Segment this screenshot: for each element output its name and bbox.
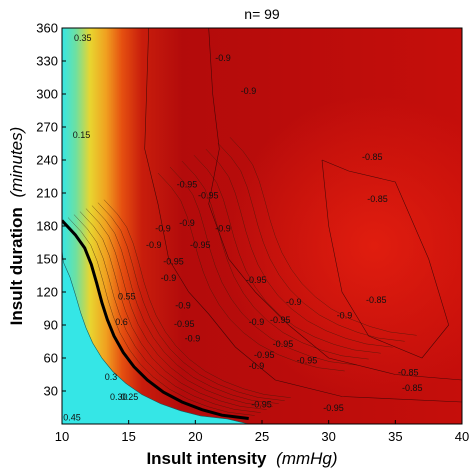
y-tick-label: 90 — [44, 318, 58, 333]
contour-label: 0.15 — [73, 130, 91, 140]
contour-label: -0.95 — [177, 180, 198, 190]
x-tick-label: 20 — [188, 429, 202, 444]
y-axis-ticks: 30 60 90 120 150 180 210 240 270 300 330 360 — [36, 21, 66, 399]
contour-label: -0.9 — [337, 310, 353, 320]
y-axis-label: Insult duration (minutes) — [7, 127, 26, 326]
contour-line — [85, 208, 273, 407]
x-axis-label: Insult intensity (mmHg) — [146, 449, 337, 468]
contour-label: -0.9 — [146, 240, 162, 250]
contour-line — [229, 137, 417, 336]
y-tick-label: 270 — [36, 120, 58, 135]
contour-label: -0.95 — [198, 191, 219, 201]
contour-label: -0.85 — [366, 295, 387, 305]
contour-label: -0.95 — [273, 339, 294, 349]
contour-label: -0.85 — [362, 152, 383, 162]
contour-label: -0.95 — [323, 403, 344, 413]
contour-labels: 0.450.350.150.30.300.250.550.6-0.9-0.9-0… — [63, 33, 422, 423]
contour-label: -0.95 — [251, 400, 272, 410]
y-tick-label: 210 — [36, 186, 58, 201]
chart-title: n= 99 — [244, 6, 280, 22]
contour-label: -0.9 — [175, 301, 191, 311]
contour-line — [97, 202, 285, 401]
y-tick-label: 180 — [36, 219, 58, 234]
contour-line — [103, 199, 291, 398]
low-value-region — [62, 236, 249, 424]
plot-area: 0.450.350.150.30.300.250.550.6-0.9-0.9-0… — [61, 27, 463, 425]
contour-label: -0.9 — [215, 53, 231, 63]
contour-label: -0.85 — [398, 368, 419, 378]
contour-line — [205, 149, 393, 348]
x-axis-label-unit: (mmHg) — [276, 449, 337, 468]
contour-line — [157, 172, 345, 372]
x-tick-label: 40 — [455, 429, 469, 444]
contour-label: -0.85 — [402, 383, 423, 393]
contour-label: 0.45 — [63, 413, 81, 423]
contour-label: -0.85 — [367, 194, 388, 204]
contour-label: -0.9 — [179, 218, 195, 228]
contour-label: 0.3 — [105, 372, 118, 382]
contour-line — [67, 217, 255, 416]
contour-line — [91, 205, 279, 404]
contour-line — [217, 143, 405, 342]
contour-label: 0.55 — [118, 292, 136, 302]
y-axis-label-main: Insult duration — [7, 207, 26, 325]
x-axis-ticks: 10 15 20 25 30 35 40 — [55, 420, 469, 444]
contour-label: -0.9 — [286, 297, 302, 307]
contour-line — [321, 159, 450, 359]
x-tick-label: 25 — [255, 429, 269, 444]
contour-label: -0.9 — [185, 334, 201, 344]
contour-line — [193, 155, 381, 354]
contour-label: -0.95 — [270, 315, 291, 325]
contour-label: 0.30 — [110, 392, 128, 402]
x-axis-label-main: Insult intensity — [146, 449, 267, 468]
y-axis-label-unit: (minutes) — [7, 127, 26, 198]
x-tick-label: 35 — [388, 429, 402, 444]
threshold-curve — [62, 219, 249, 420]
contour-lines — [67, 28, 462, 416]
contour-label: -0.95 — [190, 240, 211, 250]
y-tick-label: 300 — [36, 87, 58, 102]
contour-label: -0.9 — [161, 273, 177, 283]
contour-label: -0.9 — [241, 86, 257, 96]
contour-line — [169, 166, 357, 366]
contour-label: -0.95 — [254, 350, 275, 360]
x-tick-label: 15 — [121, 429, 135, 444]
contour-label: -0.95 — [297, 356, 318, 366]
contour-label: -0.95 — [246, 275, 267, 285]
y-tick-label: 150 — [36, 252, 58, 267]
contour-line — [144, 28, 462, 403]
y-tick-label: 240 — [36, 153, 58, 168]
contour-label: -0.9 — [155, 224, 171, 234]
x-tick-label: 10 — [55, 429, 69, 444]
y-tick-label: 60 — [44, 351, 58, 366]
contour-line — [79, 211, 267, 410]
contour-label: -0.95 — [163, 257, 184, 267]
contour-label: 0.6 — [115, 317, 128, 327]
y-tick-label: 30 — [44, 384, 58, 399]
contour-label: -0.9 — [215, 224, 231, 234]
contour-label: -0.9 — [249, 361, 265, 371]
contour-line — [181, 160, 369, 360]
y-tick-label: 120 — [36, 285, 58, 300]
contour-line — [208, 28, 462, 381]
contour-label: 0.25 — [121, 392, 139, 402]
contour-label: 0.35 — [74, 33, 92, 43]
contour-label: -0.9 — [249, 317, 265, 327]
x-tick-label: 30 — [321, 429, 335, 444]
y-tick-label: 360 — [36, 21, 58, 36]
y-tick-label: 330 — [36, 54, 58, 69]
contour-line — [73, 214, 261, 413]
contour-label: -0.95 — [174, 319, 195, 329]
